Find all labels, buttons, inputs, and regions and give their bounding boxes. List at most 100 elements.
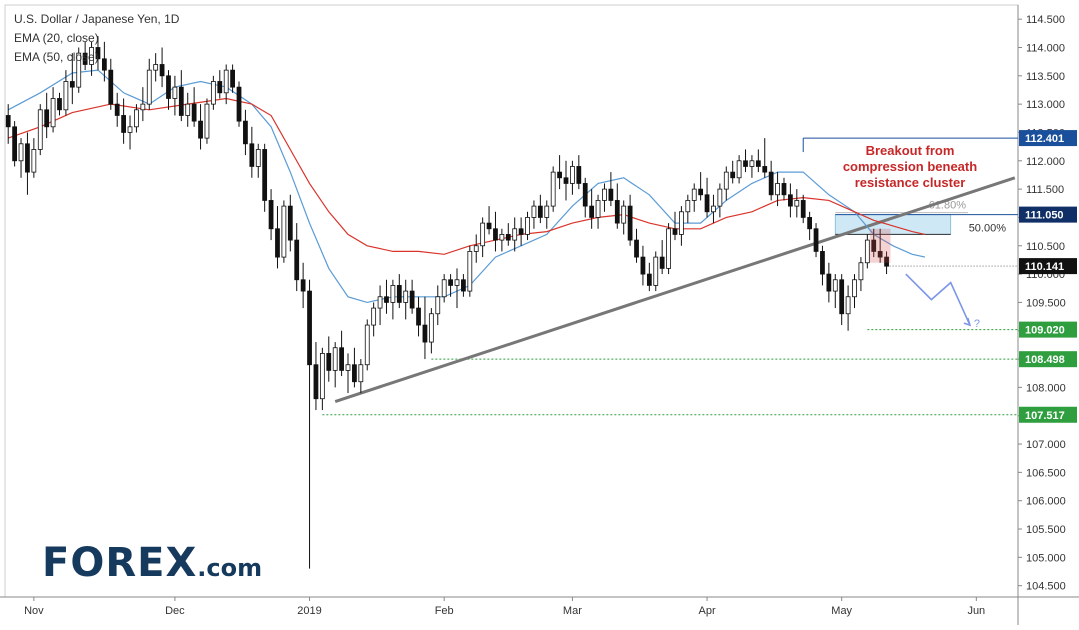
y-tick-label: 106.000 [1026, 496, 1066, 508]
candle-body [69, 81, 75, 88]
candle-body [781, 183, 787, 196]
candle-body [352, 364, 357, 383]
candle-body [499, 234, 505, 241]
y-tick-label: 112.000 [1026, 156, 1065, 168]
candle-body [390, 285, 396, 303]
logo-brand: FOREX [42, 540, 198, 586]
x-tick-label: Mar [563, 605, 582, 617]
candle-body [557, 171, 562, 179]
candle-body [858, 262, 864, 281]
legend-ema50: EMA (50, close) [14, 50, 99, 64]
candle-body [505, 234, 511, 241]
candle-body [454, 279, 460, 286]
y-tick-label: 108.000 [1026, 382, 1066, 394]
candle-body [807, 217, 813, 230]
projection-question: ? [974, 318, 980, 330]
annotation-line: resistance cluster [855, 175, 966, 190]
candle-body [268, 200, 274, 230]
candle-body [486, 222, 492, 230]
candle-body [185, 103, 191, 116]
candle-body [627, 205, 633, 241]
chart-legend: U.S. Dollar / Japanese Yen, 1D EMA (20, … [14, 10, 179, 67]
candle-body [18, 143, 24, 162]
candle-body [493, 228, 498, 241]
candle-body [191, 103, 197, 122]
candle-body [832, 279, 838, 292]
y-tick-label: 113.500 [1026, 71, 1065, 83]
plot-frame [4, 4, 1019, 598]
level-badge [1019, 130, 1077, 147]
candle-body [134, 109, 139, 128]
level-badge [1019, 351, 1077, 368]
candle-body [12, 126, 18, 162]
candle-body [653, 256, 659, 286]
chart-title: U.S. Dollar / Japanese Yen, 1D [14, 12, 180, 26]
y-tick-label: 114.000 [1026, 42, 1065, 54]
candle-body [473, 245, 479, 252]
candle-body [114, 103, 120, 116]
candle-body [845, 296, 851, 315]
candle-body [243, 120, 248, 145]
logo-suffix: .com [197, 554, 263, 582]
candle-body [166, 75, 171, 99]
candle-body [550, 171, 556, 207]
candle-body [287, 205, 293, 241]
candle-body [364, 324, 370, 366]
candle-body [768, 171, 774, 196]
candle-body [717, 188, 723, 207]
annotation-line: Breakout from [866, 143, 955, 158]
candle-body [582, 183, 588, 207]
level-badge-label: 107.517 [1025, 410, 1065, 422]
candle-body [403, 290, 409, 303]
candle-body [826, 273, 832, 292]
y-tick-label: 113.000 [1026, 99, 1065, 111]
y-tick-label: 114.500 [1026, 14, 1065, 26]
candle-body [537, 205, 543, 218]
candle-body [140, 103, 146, 111]
candle-body [76, 52, 82, 88]
x-tick-label: Dec [165, 605, 185, 617]
candle-body [679, 211, 684, 235]
candle-body [275, 228, 280, 258]
candle-body [448, 279, 453, 286]
candle-body [249, 143, 255, 167]
candle-body [409, 290, 415, 309]
candle-body [121, 115, 126, 133]
x-tick-label: Apr [698, 605, 715, 617]
candle-body [775, 183, 780, 196]
candle-body [666, 228, 671, 269]
candle-body [691, 188, 697, 201]
candle-body [794, 200, 800, 207]
candle-body [50, 98, 56, 128]
candle-body [332, 347, 338, 371]
candle-body [255, 149, 261, 167]
candle-body [5, 115, 11, 128]
candle-body [172, 86, 178, 99]
candle-body [358, 364, 364, 383]
x-tick-label: Nov [24, 605, 44, 617]
level-badge [1019, 206, 1077, 223]
candle-body [236, 86, 242, 122]
candle-body [396, 285, 402, 303]
candle-body [300, 279, 306, 292]
y-tick-label: 107.000 [1026, 439, 1066, 451]
candle-body [204, 103, 210, 139]
candle-body [723, 171, 729, 190]
candle-body [711, 205, 716, 213]
candle-body [646, 273, 652, 286]
projection-arrowhead [963, 317, 972, 327]
candle-body [634, 239, 639, 258]
candle-body [210, 81, 216, 105]
x-tick-label: Jun [967, 605, 985, 617]
candle-body [127, 126, 133, 133]
candle-body [435, 296, 441, 315]
level-badge [1019, 406, 1077, 423]
candle-body [441, 279, 447, 298]
candle-body [839, 279, 845, 315]
candle-body [101, 58, 107, 71]
level-badge-label: 108.498 [1025, 354, 1065, 366]
candle-body [871, 239, 877, 252]
candle-body [461, 279, 466, 292]
candle-body [755, 160, 761, 167]
candle-body [416, 307, 421, 326]
